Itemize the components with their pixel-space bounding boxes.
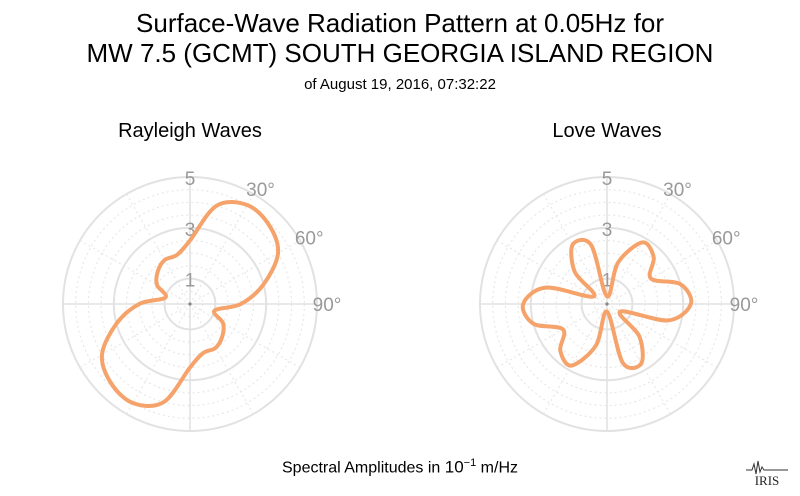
grid-spoke (189, 303, 301, 368)
footer-prefix: Spectral Amplitudes in (282, 459, 445, 477)
love-panel-title: Love Waves (552, 120, 662, 142)
grid-spoke (543, 303, 608, 415)
grid-spoke (606, 240, 718, 305)
radiation-pattern-curve (99, 200, 281, 408)
footer-unit: m/Hz (476, 459, 518, 477)
angle-tick-label: 60° (295, 229, 324, 250)
angle-tick-label: 30° (663, 180, 692, 201)
grid-spoke (606, 303, 671, 415)
radial-tick-label: 1 (185, 271, 196, 292)
iris-logo-icon: IRIS (746, 460, 788, 488)
angle-tick-label: 30° (246, 180, 275, 201)
grid-spoke (79, 240, 191, 305)
iris-logo-text: IRIS (755, 473, 780, 488)
grid-spoke (543, 193, 608, 305)
chart-subtitle-date: of August 19, 2016, 07:32:22 (304, 76, 496, 93)
radial-tick-label: 1 (602, 271, 613, 292)
angle-tick-label: 90° (313, 295, 342, 316)
grid-spoke (496, 303, 608, 368)
rayleigh-polar-plot: 1 3 5 30° 60° 90° (62, 169, 342, 432)
footer-exponent: −1 (463, 457, 477, 469)
axis-footer-label: Spectral Amplitudes in 10−1 m/Hz (0, 457, 800, 477)
love-polar-plot: 1 3 5 30° 60° 90° (479, 169, 759, 432)
origin-point (605, 302, 609, 306)
chart-title-line-2: MW 7.5 (GCMT) SOUTH GEORGIA ISLAND REGIO… (86, 38, 714, 68)
grid-spoke (79, 303, 191, 368)
radial-tick-label: 3 (185, 220, 196, 241)
grid-spoke (189, 240, 301, 305)
angle-tick-label: 90° (730, 295, 759, 316)
grid-spoke (606, 303, 718, 368)
radiation-pattern-curve (520, 237, 694, 371)
grid-spoke (496, 240, 608, 305)
angle-tick-label: 60° (712, 229, 741, 250)
grid-spoke (606, 193, 671, 305)
radial-tick-label: 5 (185, 169, 196, 190)
radial-tick-label: 5 (602, 169, 613, 190)
grid-spoke (126, 193, 191, 305)
grid-spoke (126, 303, 191, 415)
grid-spoke (189, 303, 254, 415)
footer-base: 10 (444, 457, 464, 477)
radial-tick-label: 3 (602, 220, 613, 241)
origin-point (188, 302, 192, 306)
grid-spoke (189, 193, 254, 305)
rayleigh-panel-title: Rayleigh Waves (118, 120, 262, 142)
chart-title-line-1: Surface-Wave Radiation Pattern at 0.05Hz… (136, 8, 664, 38)
